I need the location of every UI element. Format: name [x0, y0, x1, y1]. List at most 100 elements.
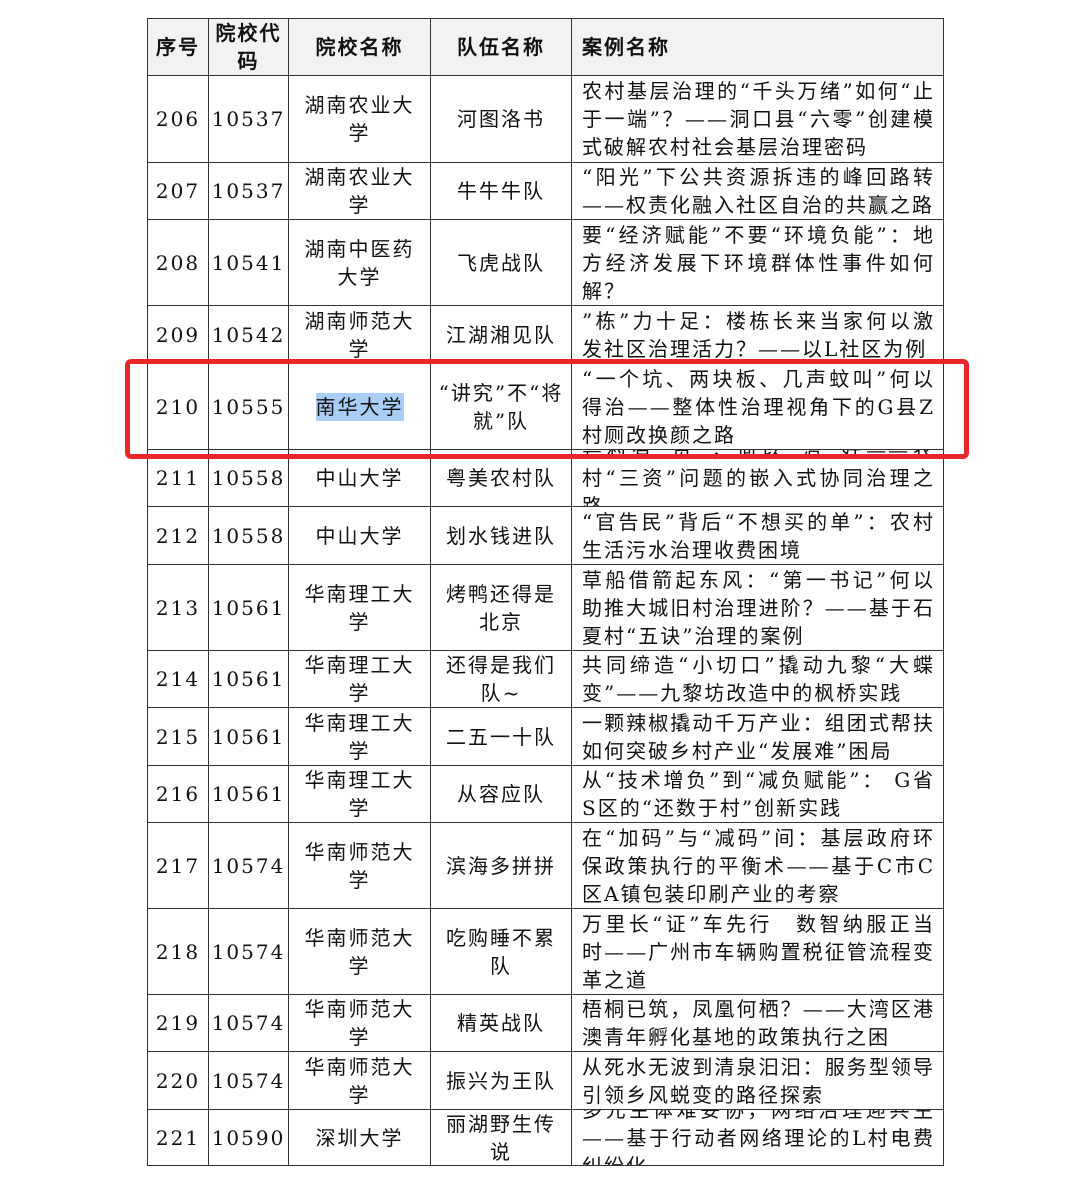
school-code-cell: 10590 [208, 1109, 289, 1166]
school-code-cell: 10561 [208, 707, 289, 766]
case-name: 一颗辣椒撬动千万产业：组团式帮扶如何突破乡村产业“发展难”困局 [572, 708, 943, 765]
team-name: 滨海多拼拼 [431, 823, 571, 908]
case-name-text: 农村基层治理的“千头万绪”如何“止于一端”？——洞口县“六零”创建模式破解农村社… [582, 79, 935, 159]
index-cell: 216 [147, 765, 209, 823]
case-name-text: 案例名称 [582, 35, 670, 59]
school-name-cell: 华南师范大学 [288, 1051, 431, 1110]
school-code-text: 10558 [211, 466, 286, 490]
table-row: 214 10561 华南理工大学 还得是我们队~ 共同缔造“小切口”撬动九黎“大蝶变”—… [147, 650, 944, 708]
case-name-cell: 农村基层治理的“千头万绪”如何“止于一端”？——洞口县“六零”创建模式破解农村社… [571, 75, 944, 163]
case-name: “官告民”背后“不想买的单”：农村生活污水治理收费困境 [572, 507, 943, 564]
case-name-text: 在“加码”与“减码”间：基层政府环保政策执行的平衡术——基于C市C区A镇包装印刷… [582, 825, 935, 906]
team-name-cell: 河图洛书 [430, 75, 572, 163]
team-name: 精英战队 [431, 995, 571, 1051]
school-code-cell: 10561 [208, 564, 289, 651]
school-code: 10561 [209, 766, 288, 822]
index-cell: 210 [147, 363, 209, 450]
case-name-cell: 在“加码”与“减码”间：基层政府环保政策执行的平衡术——基于C市C区A镇包装印刷… [571, 822, 944, 909]
index-cell: 213 [147, 564, 209, 651]
table-row: 209 10542 湖南师范大学 江湖湘见队 ”栋”力十足：楼栋长来当家何以激发社区治理… [147, 305, 944, 364]
school-code-text: 10574 [211, 853, 286, 878]
case-name-cell: 共同缔造“小切口”撬动九黎“大蝶变”——九黎坊改造中的枫桥实践 [571, 650, 944, 708]
team-name-cell: 丽湖野生传说 [430, 1109, 572, 1166]
team-name-cell: 滨海多拼拼 [430, 822, 572, 909]
case-name-cell: 要“经济赋能”不要“环境负能”：地方经济发展下环境群体性事件如何解？ [571, 219, 944, 306]
school-name: 华南师范大学 [289, 823, 430, 908]
school-name-text: 湖南师范大学 [304, 308, 415, 361]
case-name-cell: 多元主体难妥协，网络治理迎共生——基于行动者网络理论的L村电费纠纷化 [571, 1109, 944, 1166]
school-name: 中山大学 [289, 507, 430, 564]
index-text: 206 [155, 107, 201, 131]
team-name-cell: 江湖湘见队 [430, 305, 572, 364]
index: 216 [148, 766, 208, 822]
index-text: 209 [155, 322, 201, 347]
school-name-text: 南华大学 [315, 392, 404, 421]
case-name-text: 从“技术增负”到“减负赋能”： G省S区的“还数于村”创新实践 [582, 768, 935, 820]
index: 209 [148, 306, 208, 363]
school-code-text: 10561 [211, 724, 286, 749]
school-name-cell: 深圳大学 [288, 1109, 431, 1166]
school-name: 深圳大学 [289, 1110, 430, 1165]
index-cell: 219 [147, 994, 209, 1052]
school-name-cell: 华南理工大学 [288, 707, 431, 766]
index: 211 [148, 450, 208, 506]
case-name: “阳光”下公共资源拆违的峰回路转——权责化融入社区自治的共赢之路 [572, 163, 943, 219]
index-text: 221 [155, 1125, 201, 1150]
case-name-cell: 万里长“证”车先行 数智纳服正当时——广州市车辆购置税征管流程变革之道 [571, 908, 944, 995]
team-name: 队伍名称 [431, 19, 571, 75]
school-name-text: 湖南农业大学 [304, 93, 415, 145]
case-name-cell: 一颗辣椒撬动千万产业：组团式帮扶如何突破乡村产业“发展难”困局 [571, 707, 944, 766]
school-name-cell: 中山大学 [288, 506, 431, 565]
school-code-cell: 10558 [208, 506, 289, 565]
case-name: 梧桐已筑，凤凰何栖？——大湾区港澳青年孵化基地的政策执行之困 [572, 995, 943, 1051]
index-text: 219 [155, 1011, 201, 1035]
school-code: 10558 [209, 450, 288, 506]
school-name: 湖南农业大学 [289, 163, 430, 219]
case-name-text: 共同缔造“小切口”撬动九黎“大蝶变”——九黎坊改造中的枫桥实践 [582, 653, 935, 705]
team-name-text: 河图洛书 [457, 107, 545, 131]
school-code-cell: 10574 [208, 1051, 289, 1110]
school-name: 华南理工大学 [289, 565, 430, 650]
school-code: 院校代码 [209, 19, 288, 75]
school-code: 10574 [209, 909, 288, 994]
index-text: 215 [155, 724, 201, 749]
case-name-cell: 从死水无波到清泉汩汩：服务型领导引领乡风蜕变的路径探索 [571, 1051, 944, 1110]
team-name-cell: “讲究”不“将就”队 [430, 363, 572, 450]
index-cell: 214 [147, 650, 209, 708]
team-name: 划水钱进队 [431, 507, 571, 564]
school-code-text: 10561 [211, 667, 286, 691]
team-name: 牛牛牛队 [431, 163, 571, 219]
school-code-text: 10561 [211, 782, 286, 806]
index: 215 [148, 708, 208, 765]
school-code-text: 10542 [211, 322, 286, 347]
case-name-cell: 草船借箭起东风：“第一书记”何以助推大城旧村治理进阶？——基于石夏村“五诀”治理… [571, 564, 944, 651]
index-cell: 221 [147, 1109, 209, 1166]
index-text: 218 [155, 939, 201, 964]
case-name-cell: “一个坑、两块板、几声蚊叫”何以得治——整体性治理视角下的G县Z村厕改换颜之路 [571, 363, 944, 450]
school-code-cell: 10542 [208, 305, 289, 364]
case-name-cell: 案例名称 [571, 18, 944, 76]
index-cell: 序号 [147, 18, 209, 76]
case-name: 共同缔造“小切口”撬动九黎“大蝶变”——九黎坊改造中的枫桥实践 [572, 651, 943, 707]
school-code: 10555 [209, 364, 288, 449]
team-name-text: 烤鸭还得是北京 [446, 581, 556, 634]
index-cell: 217 [147, 822, 209, 909]
school-code: 10541 [209, 220, 288, 305]
index-cell: 209 [147, 305, 209, 364]
table-row: 221 10590 深圳大学 丽湖野生传说多元主体难妥协，网络治理迎共生——基于行动者… [147, 1109, 944, 1166]
case-name: “一个坑、两块板、几声蚊叫”何以得治——整体性治理视角下的G县Z村厕改换颜之路 [572, 364, 943, 449]
team-name: 振兴为王队 [431, 1052, 571, 1109]
school-name-text: 院校名称 [315, 35, 404, 59]
school-name-text: 湖南中医药大学 [304, 236, 415, 289]
index-text: 210 [155, 394, 201, 419]
team-name: 从容应队 [431, 766, 571, 822]
case-name-cell: ”栋”力十足：楼栋长来当家何以激发社区治理活力？——以L社区为例 [571, 305, 944, 364]
team-name-text: 从容应队 [457, 782, 545, 806]
table-row: 208 10541 湖南中医药大学 飞虎战队 要“经济赋能”不要“环境负能”：地方经济发… [147, 219, 944, 306]
case-name-text: 要“经济赋能”不要“环境负能”：地方经济发展下环境群体性事件如何解？ [582, 222, 935, 303]
case-name-cell: 粤村有“资”，何以“治”好——农村“三资”问题的嵌入式协同治理之路 [571, 449, 944, 507]
team-name-cell: 划水钱进队 [430, 506, 572, 565]
team-name-text: 粤美农村队 [446, 466, 556, 490]
team-name-text: 飞虎战队 [457, 250, 545, 275]
